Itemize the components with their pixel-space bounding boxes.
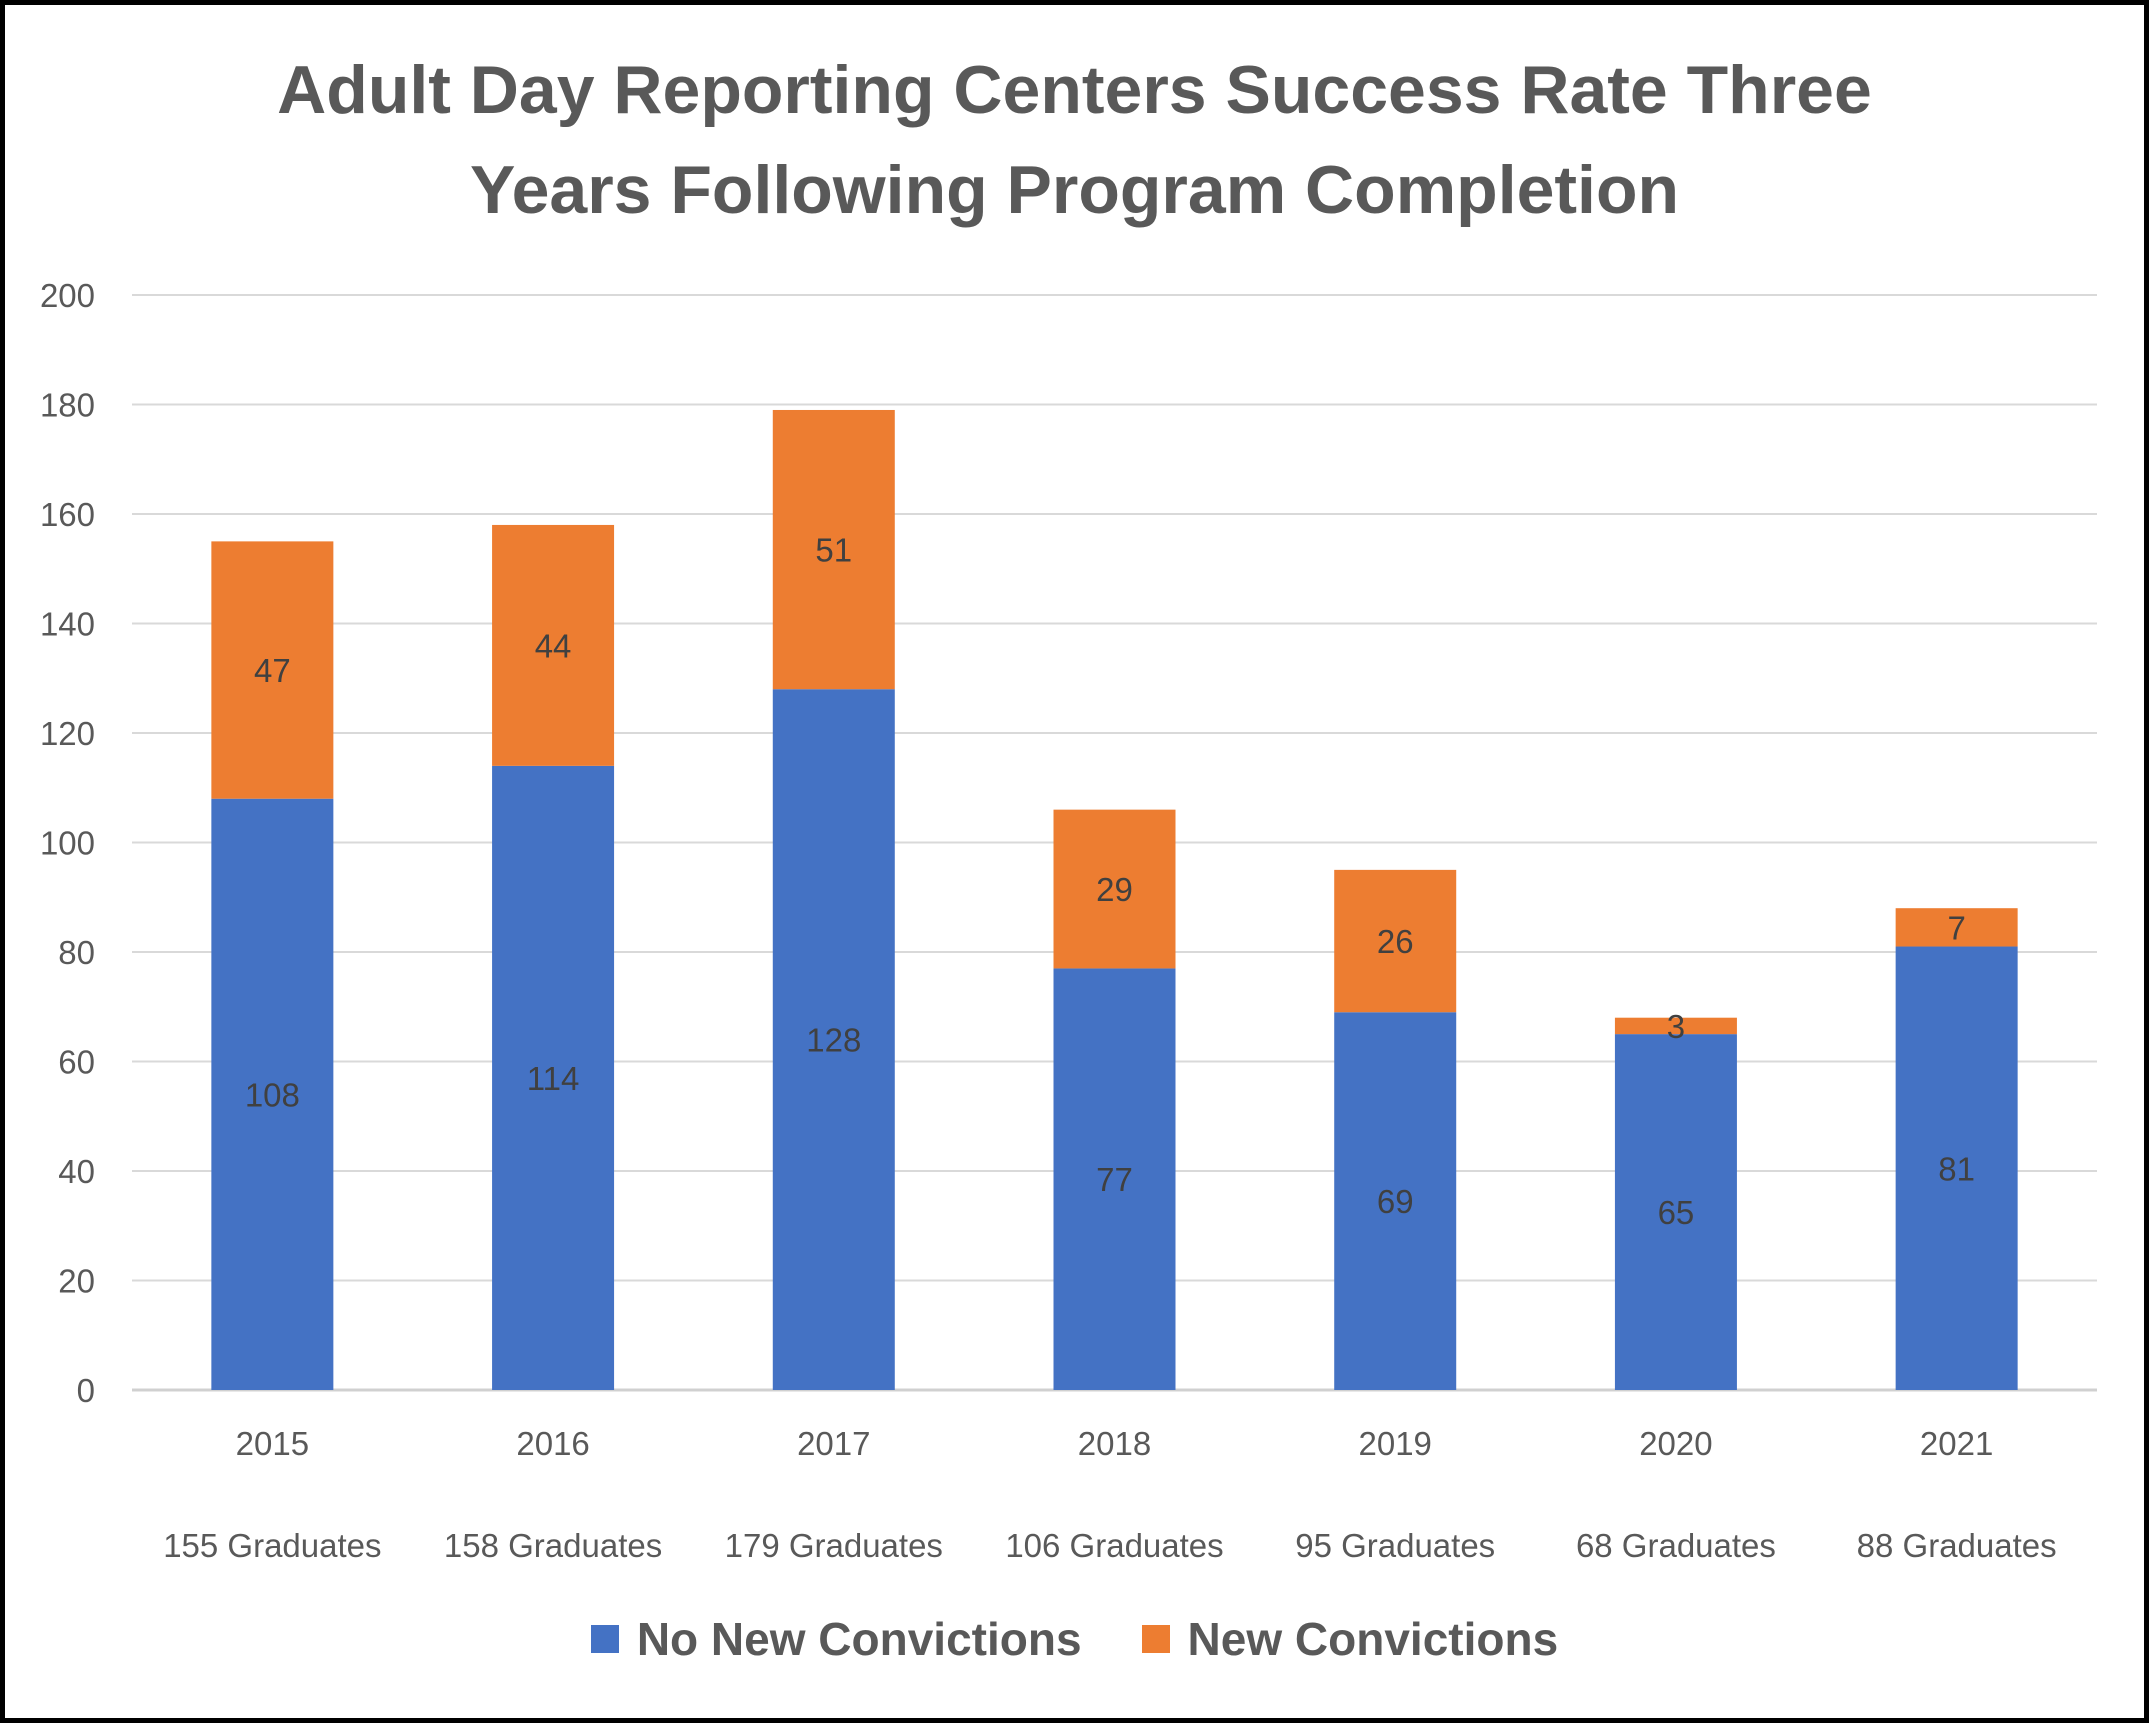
bar-new-convictions	[211, 541, 334, 799]
legend-swatch-no-new-convictions	[590, 1625, 619, 1653]
data-label: 65	[1658, 1194, 1695, 1231]
y-tick-label: 160	[40, 496, 95, 533]
legend-item-new-convictions: New Convictions	[1141, 1612, 1559, 1666]
y-tick-label: 0	[77, 1372, 95, 1409]
y-tick-label: 120	[40, 715, 95, 752]
y-tick-label: 60	[58, 1044, 95, 1081]
y-tick-label: 180	[40, 387, 95, 424]
legend: No New Convictions New Convictions	[0, 1612, 2149, 1666]
data-label: 114	[527, 1060, 580, 1097]
data-label: 26	[1377, 923, 1414, 960]
x-sublabel: 106 Graduates	[1005, 1527, 1223, 1564]
data-label: 47	[254, 652, 291, 689]
legend-item-no-new-convictions: No New Convictions	[590, 1612, 1082, 1666]
bar-no-new-convictions	[1053, 968, 1176, 1390]
x-tick-label: 2015	[236, 1425, 309, 1462]
x-sublabel: 158 Graduates	[444, 1527, 662, 1564]
bar-no-new-convictions	[1614, 1034, 1737, 1390]
legend-swatch-new-convictions	[1141, 1625, 1170, 1653]
x-sublabel: 155 Graduates	[163, 1527, 381, 1564]
x-sublabel: 88 Graduates	[1857, 1527, 2057, 1564]
data-label: 7	[1947, 909, 1965, 946]
bar-new-convictions	[1614, 1017, 1737, 1035]
y-tick-label: 20	[58, 1263, 95, 1300]
y-tick-label: 100	[40, 825, 95, 862]
x-sublabel: 95 Graduates	[1295, 1527, 1495, 1564]
bar-new-convictions	[1334, 869, 1457, 1013]
x-sublabel: 68 Graduates	[1576, 1527, 1776, 1564]
bar-new-convictions	[772, 409, 895, 690]
data-label: 44	[535, 627, 572, 664]
y-tick-label: 200	[40, 277, 95, 314]
bar-no-new-convictions	[772, 689, 895, 1390]
data-label: 51	[815, 532, 852, 569]
legend-label: New Convictions	[1187, 1613, 1559, 1665]
data-label: 81	[1938, 1150, 1975, 1187]
bar-new-convictions	[492, 524, 615, 766]
data-label: 128	[806, 1022, 861, 1059]
legend-label: No New Convictions	[636, 1613, 1082, 1665]
bar-new-convictions	[1053, 809, 1176, 969]
data-label: 69	[1377, 1183, 1414, 1220]
x-tick-label: 2019	[1359, 1425, 1432, 1462]
y-tick-label: 80	[58, 934, 95, 971]
data-label: 3	[1667, 1008, 1685, 1045]
bar-no-new-convictions	[492, 765, 615, 1390]
x-tick-label: 2017	[797, 1425, 870, 1462]
bar-no-new-convictions	[1895, 946, 2018, 1390]
title-line-1: Adult Day Reporting Centers Success Rate…	[277, 52, 1872, 128]
chart-title: Adult Day Reporting Centers Success Rate…	[0, 40, 2149, 240]
data-label: 77	[1096, 1161, 1133, 1198]
x-tick-label: 2016	[516, 1425, 589, 1462]
x-tick-label: 2020	[1639, 1425, 1712, 1462]
y-tick-label: 140	[40, 606, 95, 643]
x-tick-label: 2021	[1920, 1425, 1993, 1462]
x-tick-label: 2018	[1078, 1425, 1151, 1462]
bar-no-new-convictions	[211, 798, 334, 1390]
bar-new-convictions	[1895, 908, 2018, 947]
y-tick-label: 40	[58, 1153, 95, 1190]
data-label: 29	[1096, 871, 1133, 908]
bar-no-new-convictions	[1334, 1012, 1457, 1390]
title-line-2: Years Following Program Completion	[469, 152, 1680, 228]
x-sublabel: 179 Graduates	[725, 1527, 943, 1564]
data-label: 108	[245, 1076, 300, 1113]
